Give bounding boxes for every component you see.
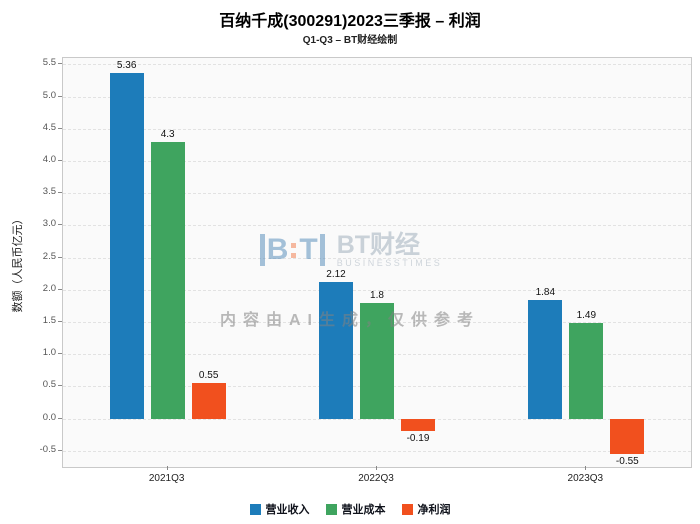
bar — [360, 302, 394, 419]
x-tick-label: 2023Q3 — [567, 473, 604, 484]
y-tick-label: 5.0 — [42, 89, 56, 101]
bar — [319, 282, 353, 419]
legend-label: 营业收入 — [265, 504, 310, 516]
value-label: 4.3 — [160, 128, 175, 140]
value-label: -0.19 — [406, 432, 430, 444]
y-tick-mark-icon — [58, 63, 62, 65]
x-tick-mark-icon — [585, 466, 587, 470]
bar — [150, 141, 185, 419]
y-tick-label: 1.5 — [42, 315, 56, 327]
y-tick-mark-icon — [58, 160, 62, 162]
chart-subtitle: Q1-Q3 – BT财经绘制 — [302, 35, 398, 46]
y-tick-label: 0.0 — [42, 411, 56, 423]
x-tick-mark-icon — [166, 466, 168, 470]
x-tick-label: 2022Q3 — [358, 473, 394, 484]
plot-area: 5.36 4.3 0.55 2.12 1.8 -0.19 1.84 1.49 -0.55 — [62, 57, 692, 468]
y-tick-label: 2.5 — [42, 250, 56, 262]
value-label: 1.84 — [535, 287, 556, 299]
gridline — [63, 193, 691, 195]
gridline — [63, 418, 691, 420]
value-label: 5.36 — [116, 60, 137, 72]
y-tick-mark-icon — [58, 417, 62, 419]
bar — [191, 383, 226, 419]
bar — [109, 73, 144, 419]
value-label: -0.55 — [615, 456, 639, 468]
y-tick-label: -0.5 — [39, 443, 56, 455]
y-tick-label: 4.0 — [42, 154, 56, 166]
legend-label: 营业成本 — [341, 504, 386, 516]
legend-swatch-icon — [401, 503, 413, 515]
gridline — [63, 257, 691, 259]
y-tick-mark-icon — [58, 127, 62, 129]
y-tick-label: 2.0 — [42, 282, 56, 294]
value-label: 2.12 — [326, 269, 346, 281]
y-tick-label: 4.5 — [42, 121, 56, 133]
value-label: 1.49 — [576, 309, 597, 321]
y-tick-mark-icon — [58, 449, 62, 451]
y-tick-mark-icon — [58, 95, 62, 97]
y-tick-label: 3.0 — [42, 218, 56, 230]
chart-title: 百纳千成(300291)2023三季报 – 利润 — [219, 13, 481, 30]
y-tick-mark-icon — [58, 385, 62, 387]
value-label: 0.55 — [198, 370, 219, 382]
y-tick-mark-icon — [58, 224, 62, 226]
legend-swatch-icon — [325, 503, 337, 515]
y-tick-label: 5.5 — [42, 57, 56, 69]
legend-label: 净利润 — [417, 504, 451, 516]
bar — [610, 418, 645, 455]
gridline — [63, 64, 691, 66]
y-tick-mark-icon — [58, 321, 62, 323]
legend-item: 净利润 — [401, 501, 451, 517]
bar — [401, 418, 435, 431]
gridline — [63, 289, 691, 291]
y-tick-label: 3.5 — [42, 186, 56, 198]
x-tick-label: 2021Q3 — [148, 473, 185, 484]
gridline — [63, 450, 691, 452]
y-tick-mark-icon — [58, 192, 62, 194]
legend-swatch-icon — [249, 503, 261, 515]
legend: 营业收入 营业成本 净利润 — [0, 501, 700, 517]
y-tick-mark-icon — [58, 256, 62, 258]
x-tick-mark-icon — [376, 466, 377, 470]
bar — [569, 322, 604, 419]
legend-item: 营业成本 — [325, 501, 386, 517]
gridline — [63, 161, 691, 163]
y-tick-label: 1.0 — [42, 347, 56, 359]
gridline — [63, 128, 691, 130]
y-tick-mark-icon — [58, 288, 62, 290]
y-tick-label: 0.5 — [42, 379, 56, 391]
value-label: 1.8 — [370, 289, 384, 301]
gridline — [63, 96, 691, 98]
y-tick-mark-icon — [58, 353, 62, 355]
legend-item: 营业收入 — [249, 501, 310, 517]
bar — [528, 300, 563, 419]
gridline — [63, 225, 691, 227]
